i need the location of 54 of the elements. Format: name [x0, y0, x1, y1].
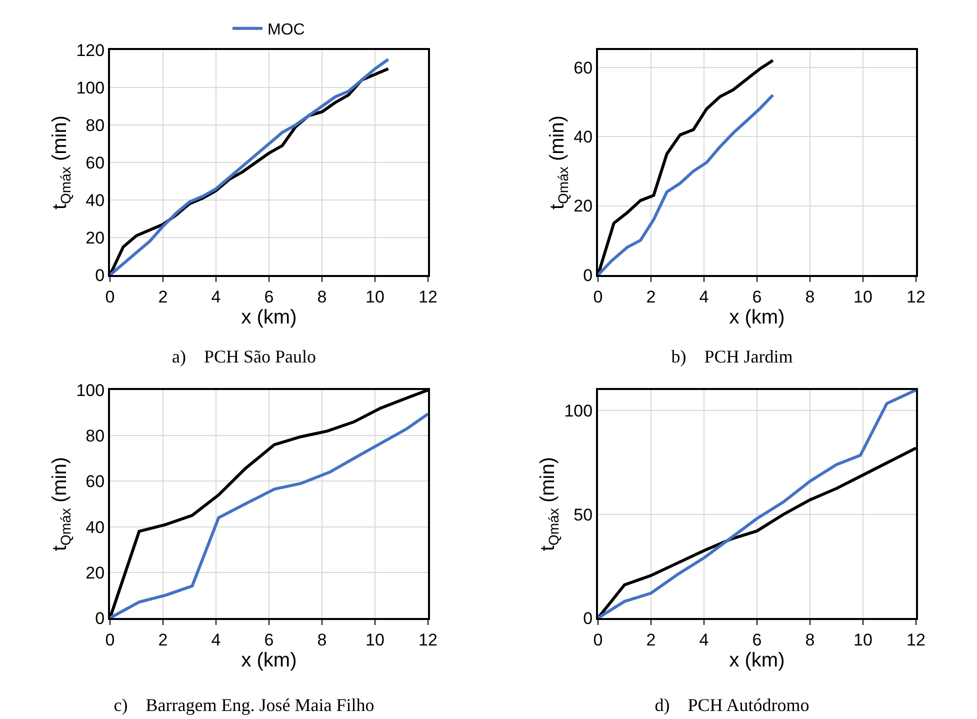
x-tick-label: 4	[211, 287, 221, 306]
x-tick-label: 12	[418, 287, 438, 306]
y-tick-label: 100	[76, 78, 105, 98]
y-tick-label: 20	[574, 196, 593, 216]
text: d) PCH Autódromo	[654, 695, 810, 716]
x-tick-label: 8	[317, 630, 327, 650]
x-tick-label: 12	[906, 630, 926, 650]
x-tick-label: 6	[752, 287, 762, 306]
y-tick-label: 20	[86, 563, 105, 582]
y-tick-label: 0	[583, 266, 593, 285]
x-axis-title: x (km)	[241, 649, 297, 672]
y-tick-label: 40	[574, 127, 593, 146]
y-tick-label: 100	[564, 402, 593, 421]
x-tick-label: 10	[854, 630, 872, 650]
x-tick-label: 6	[752, 630, 762, 650]
y-tick-label: 40	[86, 518, 105, 537]
x-tick-label: 4	[699, 630, 709, 650]
x-tick-label: 4	[211, 630, 221, 650]
text: b) PCH Jardim	[671, 346, 793, 367]
x-tick-label: 2	[646, 630, 656, 650]
y-tick-label: 60	[86, 153, 105, 172]
x-tick-label: 6	[264, 630, 274, 650]
x-tick-label: 8	[805, 287, 815, 306]
x-tick-label: 8	[805, 630, 815, 650]
line-series	[598, 94, 774, 275]
y-tick-label: 60	[574, 58, 593, 78]
x-tick-label: 12	[418, 630, 438, 650]
x-axis-title: x (km)	[729, 306, 785, 328]
y-tick-label: 20	[86, 228, 105, 248]
text: a) PCH São Paulo	[172, 346, 316, 367]
x-axis-title: x (km)	[729, 649, 785, 672]
x-tick-label: 10	[366, 630, 384, 650]
x-tick-label: 2	[646, 287, 656, 306]
x-tick-label: 10	[366, 287, 384, 306]
y-tick-label: 0	[583, 608, 593, 628]
x-tick-label: 8	[317, 287, 327, 306]
y-tick-label: 80	[86, 426, 105, 446]
y-tick-label: 40	[86, 190, 105, 210]
y-tick-label: 0	[95, 608, 105, 628]
y-tick-label: 100	[76, 380, 105, 400]
y-tick-label: 120	[76, 40, 105, 60]
x-tick-label: 10	[854, 287, 872, 306]
x-tick-label: 4	[699, 287, 709, 306]
y-tick-label: 0	[95, 266, 105, 285]
x-tick-label: 6	[264, 287, 274, 306]
legend-label: MOC	[268, 22, 305, 39]
text: c) Barragem Eng. José Maia Filho	[114, 695, 374, 716]
y-tick-label: 60	[86, 472, 105, 492]
y-tick-label: 80	[86, 116, 105, 135]
x-tick-label: 2	[158, 287, 168, 306]
y-tick-label: 50	[574, 505, 593, 524]
x-axis-title: x (km)	[241, 306, 297, 328]
x-tick-label: 12	[906, 287, 926, 306]
x-tick-label: 2	[158, 630, 168, 650]
